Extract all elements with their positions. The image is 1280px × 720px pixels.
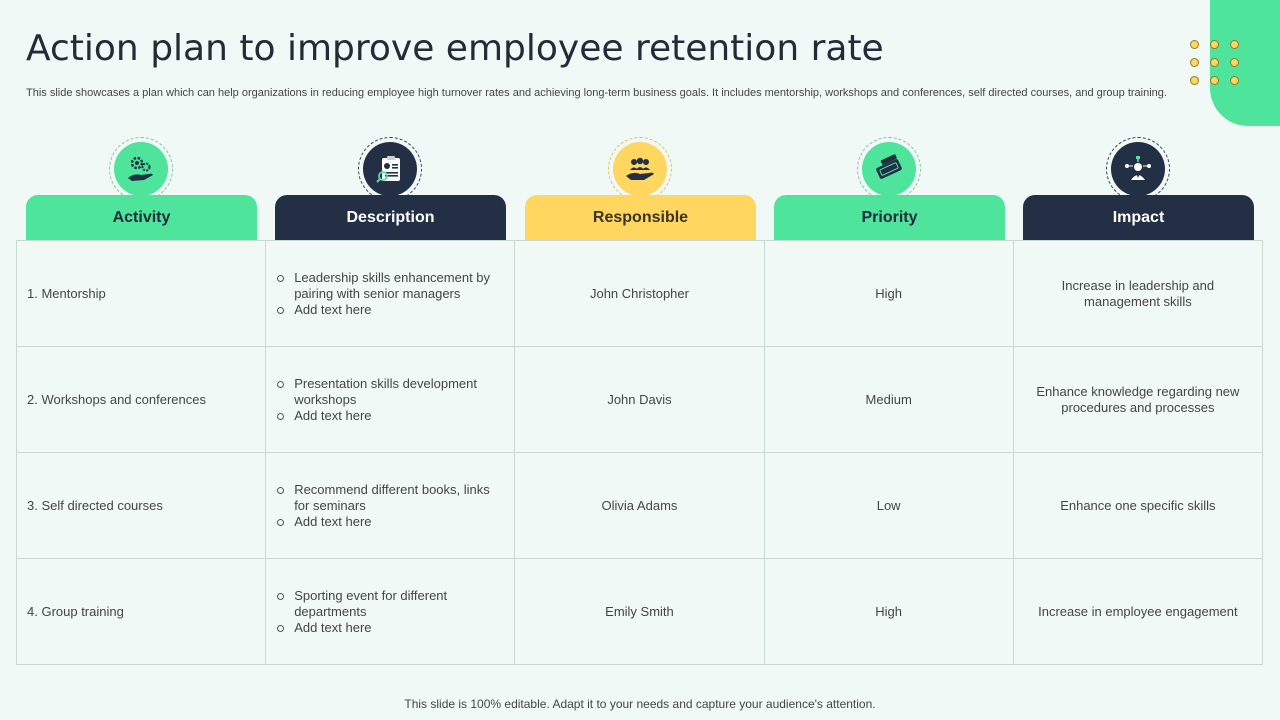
dot-grid-decoration — [1188, 39, 1248, 91]
description-cell: Leadership skills enhancement by pairing… — [265, 240, 516, 347]
column-header-description: Description — [275, 195, 506, 240]
priority-tag-icon — [857, 137, 921, 201]
column-header-priority: Priority — [774, 195, 1005, 240]
priority-cell: High — [763, 558, 1014, 665]
action-plan-table: 1. Mentorship Leadership skills enhancem… — [15, 240, 1264, 665]
hand-team-icon — [608, 137, 672, 201]
page-subtitle: This slide showcases a plan which can he… — [26, 87, 1167, 99]
priority-cell: Medium — [763, 346, 1014, 453]
priority-cell: Low — [763, 452, 1014, 559]
impact-cell: Increase in employee engagement — [1012, 558, 1264, 665]
impact-cell: Enhance knowledge regarding new procedur… — [1012, 346, 1264, 453]
description-bullet: Leadership skills enhancement by pairing… — [276, 270, 504, 302]
corner-decoration — [1210, 0, 1280, 126]
page-title: Action plan to improve employee retentio… — [26, 28, 884, 69]
activity-cell: 1. Mentorship — [15, 240, 267, 347]
activity-cell: 3. Self directed courses — [15, 452, 267, 559]
responsible-cell: Emily Smith — [514, 558, 765, 665]
description-bullet: Presentation skills development workshop… — [276, 376, 504, 408]
clipboard-profile-icon — [358, 137, 422, 201]
impact-cell: Enhance one specific skills — [1012, 452, 1264, 559]
description-bullet: Add text here — [276, 620, 504, 636]
column-header-impact: Impact — [1023, 195, 1254, 240]
description-bullet: Add text here — [276, 408, 504, 424]
responsible-cell: Olivia Adams — [514, 452, 765, 559]
description-cell: Recommend different books, links for sem… — [265, 452, 516, 559]
description-bullet: Add text here — [276, 514, 504, 530]
table-row: 1. Mentorship Leadership skills enhancem… — [15, 240, 1264, 347]
table-row: 3. Self directed courses Recommend diffe… — [15, 452, 1264, 559]
column-header-activity: Activity — [26, 195, 257, 240]
responsible-cell: John Christopher — [514, 240, 765, 347]
responsible-cell: John Davis — [514, 346, 765, 453]
description-bullet: Add text here — [276, 302, 504, 318]
column-header-responsible: Responsible — [525, 195, 756, 240]
leader-network-icon — [1106, 137, 1170, 201]
description-cell: Sporting event for different departments… — [265, 558, 516, 665]
footer-note: This slide is 100% editable. Adapt it to… — [404, 697, 876, 711]
description-bullet: Recommend different books, links for sem… — [276, 482, 504, 514]
table-row: 4. Group training Sporting event for dif… — [15, 558, 1264, 665]
hand-gears-icon — [109, 137, 173, 201]
description-cell: Presentation skills development workshop… — [265, 346, 516, 453]
priority-cell: High — [763, 240, 1014, 347]
impact-cell: Increase in leadership and management sk… — [1012, 240, 1264, 347]
activity-cell: 4. Group training — [15, 558, 267, 665]
description-bullet: Sporting event for different departments — [276, 588, 504, 620]
activity-cell: 2. Workshops and conferences — [15, 346, 267, 453]
table-row: 2. Workshops and conferences Presentatio… — [15, 346, 1264, 453]
